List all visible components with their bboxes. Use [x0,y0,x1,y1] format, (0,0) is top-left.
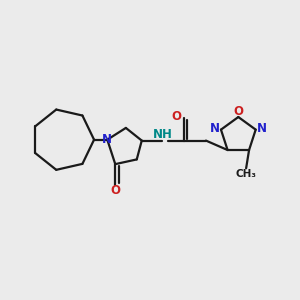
Text: N: N [209,122,220,135]
Text: CH₃: CH₃ [236,169,256,178]
Text: NH: NH [152,128,172,141]
Text: O: O [233,105,243,118]
Text: O: O [172,110,182,123]
Text: N: N [257,122,267,135]
Text: N: N [102,133,112,146]
Text: O: O [110,184,120,196]
